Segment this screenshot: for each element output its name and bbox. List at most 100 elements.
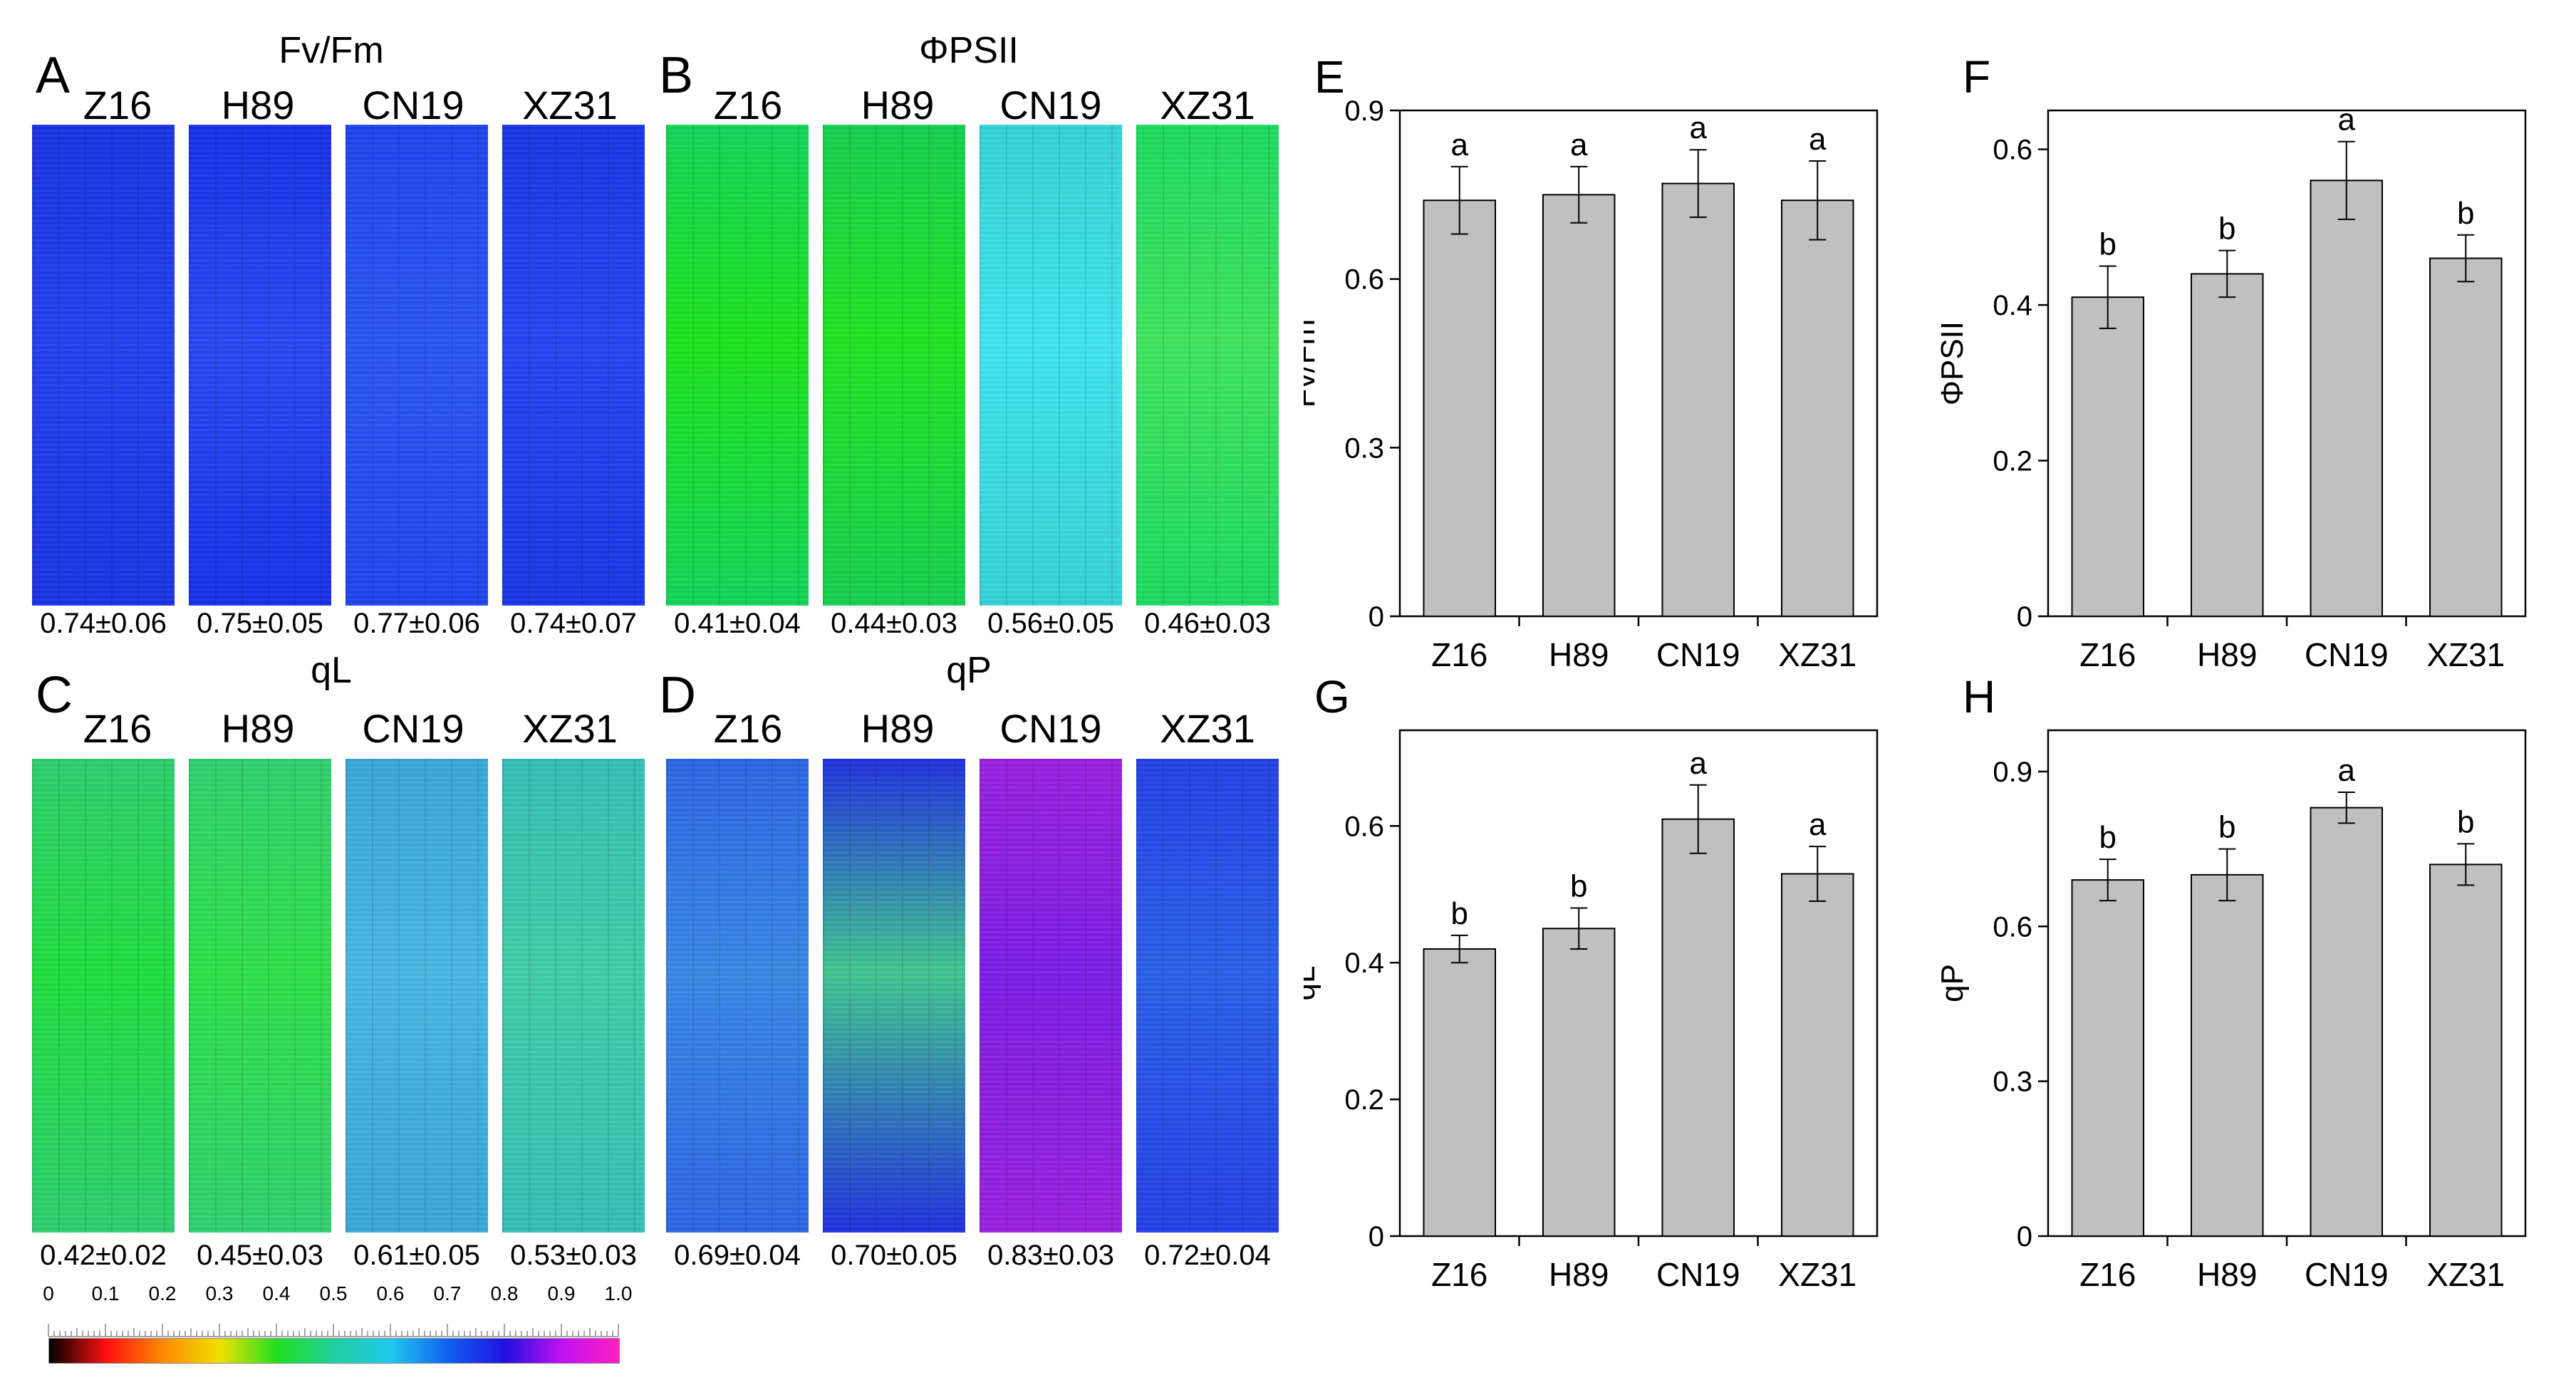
color-scale-gradient bbox=[48, 1338, 620, 1364]
y-tick-label: 0 bbox=[2017, 1221, 2032, 1252]
label-xz31: XZ31 bbox=[522, 83, 618, 128]
label-z16: Z16 bbox=[713, 706, 783, 751]
value-z16: 0.69±0.04 bbox=[674, 1240, 801, 1271]
y-tick-label: 0.2 bbox=[1993, 446, 2032, 477]
significance-letter: a bbox=[2338, 103, 2356, 138]
x-tick-label: H89 bbox=[1549, 636, 1609, 673]
label-cn19: CN19 bbox=[999, 706, 1102, 751]
color-scale-tick-label: 0.2 bbox=[148, 1282, 177, 1304]
value-xz31: 0.53±0.03 bbox=[510, 1240, 637, 1271]
leaf-image-z16 bbox=[666, 125, 809, 606]
color-scale-tick-label: 0 bbox=[43, 1282, 54, 1304]
label-z16: Z16 bbox=[713, 83, 783, 128]
significance-letter: b bbox=[2099, 227, 2117, 261]
bar-h89 bbox=[1542, 194, 1616, 618]
significance-letter: a bbox=[1570, 128, 1588, 162]
bar-xz31 bbox=[2429, 257, 2503, 617]
bar-cn19 bbox=[2310, 180, 2383, 618]
bar-cn19 bbox=[1661, 818, 1735, 1237]
leaf-image-h89 bbox=[189, 759, 331, 1233]
label-z16: Z16 bbox=[83, 706, 152, 751]
leaf-image-z16 bbox=[32, 759, 175, 1233]
label-xz31: XZ31 bbox=[1160, 706, 1255, 751]
bar-charts: E 0 0.3 0.6 0.9 Fv/Fm a Z16 a H89 a CN19 a XZ31 F 0 0.2 0… bbox=[1304, 51, 2527, 1293]
significance-letter: b bbox=[1451, 896, 1468, 931]
y-tick-label: 0.6 bbox=[1344, 811, 1384, 842]
significance-letter: a bbox=[2338, 753, 2356, 788]
value-h89: 0.75±0.05 bbox=[197, 608, 323, 639]
bar-z16 bbox=[1423, 948, 1496, 1237]
value-cn19: 0.77±0.06 bbox=[353, 608, 480, 639]
y-tick-label: 0.4 bbox=[1344, 948, 1384, 979]
x-tick-label: Z16 bbox=[1431, 636, 1487, 673]
bar-z16 bbox=[2071, 879, 2144, 1237]
significance-letter: a bbox=[1809, 807, 1827, 842]
color-scale-tick-label: 0.9 bbox=[547, 1282, 576, 1304]
x-tick-label: XZ31 bbox=[2426, 1256, 2505, 1293]
leaf-image-cn19 bbox=[346, 759, 488, 1233]
bar-z16 bbox=[2071, 296, 2144, 617]
y-axis-label: qP bbox=[1935, 964, 1970, 1002]
y-axis-label: Fv/Fm bbox=[1304, 319, 1321, 408]
leaf-image-z16 bbox=[32, 125, 175, 606]
panel-letter-a: A bbox=[36, 47, 71, 104]
significance-letter: b bbox=[2218, 810, 2235, 845]
panel-letter-f: F bbox=[1963, 51, 1990, 103]
value-xz31: 0.72±0.04 bbox=[1144, 1240, 1271, 1271]
panel-title-fvfm: Fv/Fm bbox=[279, 30, 384, 71]
x-tick-label: XZ31 bbox=[2426, 636, 2505, 673]
significance-letter: b bbox=[2457, 804, 2474, 839]
panel-title-phipsii: ΦPSII bbox=[919, 30, 1019, 71]
significance-letter: a bbox=[1809, 122, 1827, 157]
bar-cn19 bbox=[1661, 182, 1735, 618]
label-xz31: XZ31 bbox=[1160, 83, 1255, 128]
y-tick-label: 0 bbox=[1368, 601, 1384, 633]
x-tick-label: CN19 bbox=[2305, 1256, 2389, 1293]
panel-title-ql: qL bbox=[311, 650, 352, 691]
leaf-image-xz31 bbox=[1136, 125, 1279, 606]
label-h89: H89 bbox=[861, 83, 935, 128]
color-scale-ruler bbox=[48, 1324, 619, 1337]
x-tick-label: CN19 bbox=[1656, 636, 1740, 673]
bar-h89 bbox=[1542, 928, 1616, 1238]
value-cn19: 0.61±0.05 bbox=[353, 1240, 480, 1271]
panel-title-qp: qP bbox=[946, 650, 992, 691]
y-tick-label: 0.9 bbox=[1344, 95, 1384, 127]
color-scale-tick-label: 0.6 bbox=[376, 1282, 405, 1304]
color-scale-tick-label: 0.4 bbox=[262, 1282, 291, 1304]
significance-letter: a bbox=[1690, 110, 1708, 145]
panel-letter-c: C bbox=[36, 667, 73, 724]
y-tick-label: 0 bbox=[1368, 1221, 1384, 1252]
x-tick-label: Z16 bbox=[1431, 1256, 1487, 1293]
leaf-image-h89 bbox=[823, 125, 965, 606]
leaf-image-cn19 bbox=[346, 125, 488, 606]
y-tick-label: 0 bbox=[2017, 601, 2032, 633]
leaf-image-xz31 bbox=[502, 125, 645, 606]
label-h89: H89 bbox=[221, 83, 295, 128]
y-tick-label: 0.4 bbox=[1993, 290, 2032, 321]
value-z16: 0.42±0.02 bbox=[40, 1240, 167, 1271]
y-tick-label: 0.9 bbox=[1993, 757, 2032, 788]
significance-letter: a bbox=[1690, 746, 1708, 781]
y-axis-label: qL bbox=[1304, 966, 1321, 1001]
x-tick-label: CN19 bbox=[1656, 1256, 1740, 1293]
bar-h89 bbox=[2191, 873, 2264, 1238]
x-tick-label: XZ31 bbox=[1778, 1256, 1856, 1293]
color-scale-tick-label: 0.7 bbox=[433, 1282, 462, 1304]
leaf-image-cn19 bbox=[980, 759, 1122, 1233]
bar-h89 bbox=[2191, 273, 2264, 617]
panel-letter-d: D bbox=[659, 667, 696, 724]
bar-z16 bbox=[1423, 199, 1496, 617]
value-cn19: 0.83±0.03 bbox=[987, 1240, 1114, 1271]
value-cn19: 0.56±0.05 bbox=[987, 608, 1114, 639]
label-h89: H89 bbox=[221, 706, 295, 751]
color-scale-tick-label: 0.8 bbox=[490, 1282, 519, 1304]
y-tick-label: 0.6 bbox=[1993, 911, 2032, 943]
value-h89: 0.70±0.05 bbox=[831, 1240, 957, 1271]
leaf-image-xz31 bbox=[1136, 759, 1279, 1233]
y-tick-label: 0.3 bbox=[1344, 432, 1384, 464]
x-tick-label: Z16 bbox=[2079, 1256, 2136, 1293]
color-scale-tick-label: 1.0 bbox=[604, 1282, 633, 1304]
x-tick-label: H89 bbox=[1549, 1256, 1609, 1293]
value-h89: 0.45±0.03 bbox=[197, 1240, 323, 1271]
